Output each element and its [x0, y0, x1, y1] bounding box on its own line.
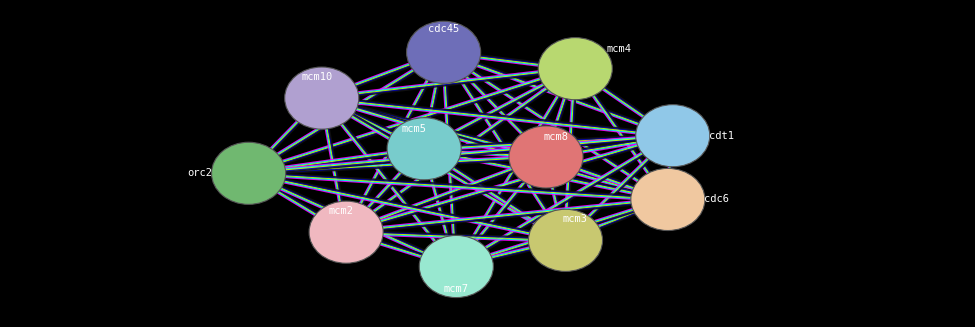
Text: mcm4: mcm4	[606, 44, 632, 54]
Ellipse shape	[538, 38, 612, 100]
Text: mcm8: mcm8	[543, 132, 568, 142]
Text: cdc45: cdc45	[428, 24, 459, 34]
Ellipse shape	[636, 105, 710, 167]
Ellipse shape	[528, 209, 603, 271]
Ellipse shape	[212, 142, 286, 204]
Ellipse shape	[509, 126, 583, 188]
Ellipse shape	[631, 168, 705, 231]
Text: mcm3: mcm3	[563, 214, 588, 224]
Text: orc2: orc2	[187, 168, 213, 178]
Text: cdc6: cdc6	[704, 195, 729, 204]
Ellipse shape	[387, 118, 461, 180]
Text: mcm10: mcm10	[301, 72, 332, 82]
Ellipse shape	[419, 235, 493, 298]
Text: cdt1: cdt1	[709, 131, 734, 141]
Text: mcm2: mcm2	[329, 206, 354, 216]
Ellipse shape	[309, 201, 383, 263]
Text: mcm5: mcm5	[402, 124, 427, 133]
Text: mcm7: mcm7	[444, 284, 469, 294]
Ellipse shape	[285, 67, 359, 129]
Ellipse shape	[407, 21, 481, 83]
